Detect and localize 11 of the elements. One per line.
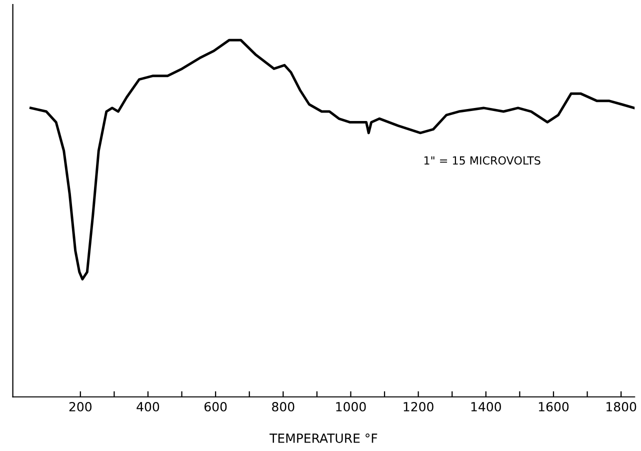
x-axis-title: TEMPERATURE °F bbox=[270, 434, 378, 443]
x-tick-label: 1400 bbox=[471, 402, 501, 412]
x-tick-label: 600 bbox=[204, 402, 227, 412]
x-tick-label: 1800 bbox=[606, 402, 636, 412]
x-tick-label: 800 bbox=[272, 402, 294, 412]
x-tick-label: 1000 bbox=[336, 402, 366, 412]
x-tick-label: 1200 bbox=[404, 402, 434, 412]
x-tick-label: 1600 bbox=[538, 402, 569, 412]
x-tick-label: 200 bbox=[69, 402, 92, 412]
annotation: 1" = 15 MICROVOLTS bbox=[424, 156, 540, 165]
x-tick-label: 400 bbox=[136, 402, 160, 412]
